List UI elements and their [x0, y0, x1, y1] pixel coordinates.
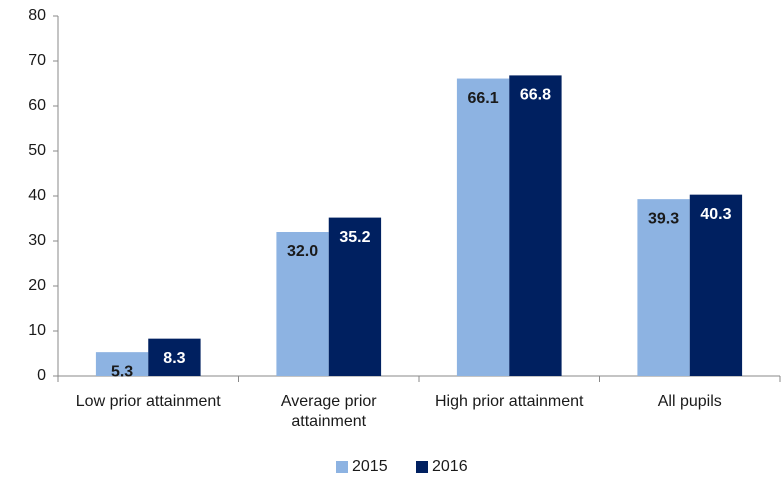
value-label: 66.8 — [520, 87, 551, 104]
y-tick-label: 60 — [28, 97, 46, 114]
y-tick-label: 0 — [37, 367, 46, 384]
value-label: 5.3 — [111, 363, 133, 380]
legend-label: 2015 — [352, 458, 388, 475]
legend-swatch — [416, 461, 428, 473]
y-tick-label: 10 — [28, 322, 46, 339]
y-tick-label: 40 — [28, 187, 46, 204]
y-tick-label: 80 — [28, 7, 46, 24]
bar — [456, 78, 510, 377]
y-tick-label: 20 — [28, 277, 46, 294]
x-tick-label: Low prior attainment — [75, 393, 221, 410]
legend-swatch — [336, 461, 348, 473]
value-label: 8.3 — [163, 350, 185, 367]
bar — [276, 232, 329, 376]
value-label: 66.1 — [468, 90, 499, 107]
y-tick-label: 70 — [28, 52, 46, 69]
value-label: 40.3 — [700, 206, 731, 223]
bar — [148, 338, 201, 376]
y-tick-label: 30 — [28, 232, 46, 249]
bar — [637, 199, 690, 376]
x-tick-label: All pupils — [657, 393, 722, 410]
bar — [328, 217, 382, 376]
bar — [509, 75, 562, 377]
value-label: 35.2 — [339, 229, 370, 246]
bar — [95, 352, 149, 376]
legend-label: 2016 — [432, 458, 468, 475]
value-label: 32.0 — [287, 243, 318, 260]
value-label: 39.3 — [648, 210, 679, 227]
x-tick-label: Average prior attainment — [280, 393, 377, 430]
bar — [689, 194, 743, 376]
x-tick-label: High prior attainment — [434, 393, 584, 410]
y-tick-label: 50 — [28, 142, 46, 159]
